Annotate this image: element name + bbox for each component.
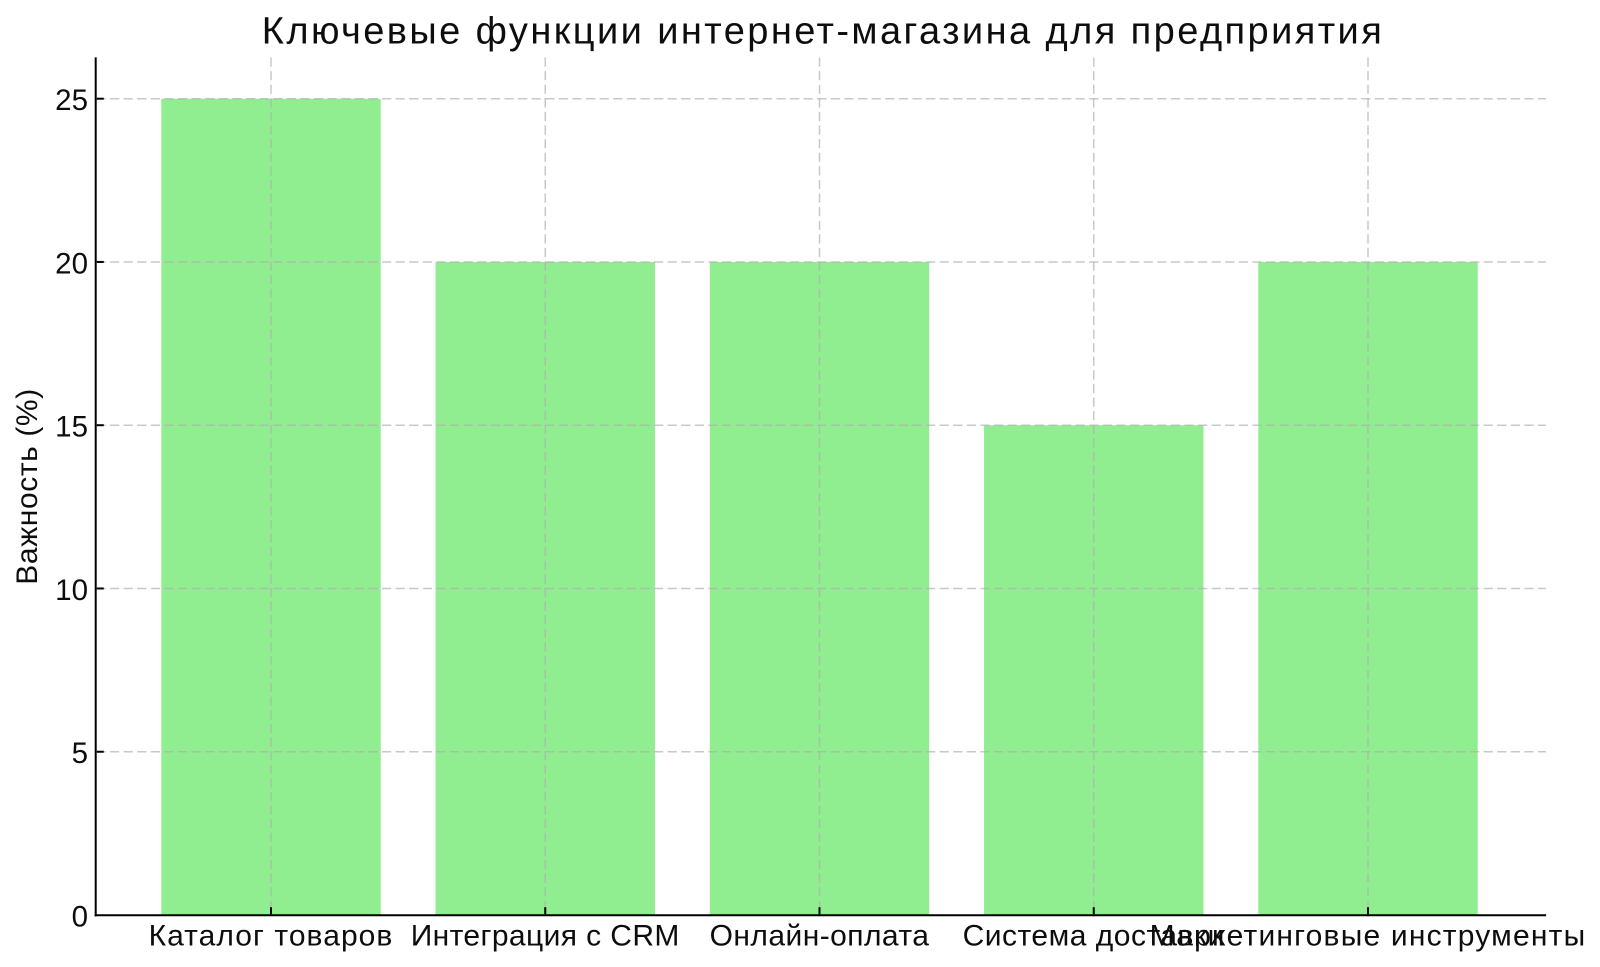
svg-text:20: 20 <box>55 247 88 280</box>
svg-text:0: 0 <box>72 900 88 933</box>
svg-text:Каталог товаров: Каталог товаров <box>149 919 394 952</box>
svg-text:Маркетинговые инструменты: Маркетинговые инструменты <box>1150 919 1587 952</box>
svg-text:Интеграция с CRM: Интеграция с CRM <box>411 919 680 952</box>
svg-text:Ключевые функции интернет-мага: Ключевые функции интернет-магазина для п… <box>262 10 1384 52</box>
svg-text:5: 5 <box>72 737 88 770</box>
svg-text:Онлайн-оплата: Онлайн-оплата <box>710 919 930 952</box>
svg-text:10: 10 <box>55 574 88 607</box>
svg-text:Система доставки: Система доставки <box>963 919 1225 952</box>
svg-text:Важность (%): Важность (%) <box>11 388 44 585</box>
svg-text:25: 25 <box>55 84 88 117</box>
svg-text:15: 15 <box>55 411 88 444</box>
